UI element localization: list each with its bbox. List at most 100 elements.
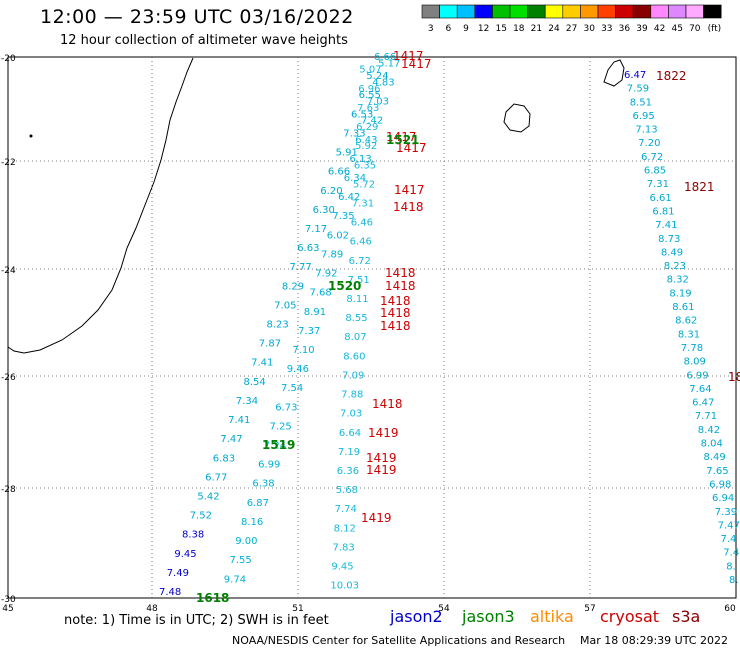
swh-value: 8.49 — [704, 452, 726, 463]
s3a-time-label: 1821 — [684, 180, 715, 194]
swh-value: 6.85 — [644, 166, 666, 177]
swh-value: 7.89 — [321, 249, 343, 260]
jason3-time-label: 1521 — [386, 133, 419, 147]
swh-value: 9.45 — [174, 549, 196, 560]
swh-value: 9.45 — [331, 562, 353, 573]
track-right-swh-values: 6.47 7.59 8.51 6.95 7.13 7.20 6.72 6.85 7.31 6.61… — [624, 70, 740, 586]
swh-value: 7.63 — [357, 103, 379, 114]
swh-value: 6.96 — [358, 84, 380, 95]
swh-value: 8.42 — [698, 425, 720, 436]
swh-value: 6.34 — [344, 173, 366, 184]
swh-value: 5.72 — [353, 179, 375, 190]
swh-value: 5.68 — [336, 485, 358, 496]
swh-value: 6.46 — [351, 218, 373, 229]
swh-value: 7.83 — [333, 542, 355, 553]
swh-value: 7.47 — [718, 520, 740, 531]
swh-value: 6.42 — [338, 192, 360, 203]
satellite-jason3: jason3 — [462, 607, 515, 626]
satellite-cryosat: cryosat — [600, 607, 660, 626]
cryosat-time-label: 1418 — [380, 319, 411, 333]
swh-value: 6.63 — [297, 243, 319, 254]
s3a-time-label: 1822 — [656, 69, 687, 83]
swh-value: 7.49 — [167, 568, 189, 579]
cryosat-time-label: 1419 — [366, 451, 397, 465]
legend-label: 27 — [566, 24, 577, 34]
swh-value: 7.33 — [343, 128, 365, 139]
swh-value: 7.4 — [721, 534, 737, 545]
swh-value: 8.49 — [661, 247, 683, 258]
cryosat-time-label: 1417 — [394, 183, 425, 197]
swh-value: 6.99 — [258, 460, 280, 471]
swh-value: 7.24 — [264, 441, 286, 452]
credit-line: NOAA/NESDIS Center for Satellite Applica… — [232, 634, 566, 647]
swh-value: 6.72 — [641, 152, 663, 163]
swh-value: 8.29 — [282, 281, 304, 292]
jason3-time-label: 1520 — [328, 279, 361, 293]
y-tick-label: -22 — [1, 158, 16, 168]
cryosat-time-label: 1419 — [361, 511, 392, 525]
swh-value: 7.88 — [341, 390, 363, 401]
swh-value: 8.73 — [658, 234, 680, 245]
swh-value: 7.10 — [292, 345, 314, 356]
swh-value: 7.92 — [315, 269, 337, 280]
legend-label: (ft) — [708, 24, 722, 34]
legend-label: 15 — [495, 24, 506, 34]
cryosat-time-label: 1418 — [393, 200, 424, 214]
madagascar-coast — [7, 57, 194, 354]
x-tick-label: 54 — [438, 604, 450, 614]
swh-value: 7.31 — [647, 179, 669, 190]
swh-value: 6.47 — [692, 398, 714, 409]
swh-value: 7.19 — [338, 447, 360, 458]
legend-label: 70 — [689, 24, 701, 34]
swh-value: 7.41 — [228, 415, 250, 426]
map-subtitle: 12 hour collection of altimeter wave hei… — [60, 33, 348, 48]
y-tick-label: -20 — [1, 54, 16, 64]
swh-value: 6.43 — [355, 135, 377, 146]
legend-label: 36 — [619, 24, 631, 34]
legend-label: 18 — [513, 24, 525, 34]
footer-note: note: 1) Time is in UTC; 2) SWH is in fe… — [64, 613, 329, 628]
cryosat-time-label: 1419 — [366, 463, 397, 477]
swh-value: 7.37 — [298, 326, 320, 337]
swh-value: 4.83 — [372, 78, 394, 89]
legend-label: 30 — [583, 24, 595, 34]
x-tick-label: 57 — [584, 604, 595, 614]
satellite-jason2: jason2 — [390, 607, 443, 626]
swh-value: 6.35 — [354, 160, 376, 171]
swh-value: 7.77 — [290, 262, 312, 273]
legend-swatch — [703, 4, 722, 19]
swh-value: 6.29 — [356, 122, 378, 133]
cryosat-time-label: 1419 — [368, 426, 399, 440]
swh-value: 8.62 — [675, 316, 697, 327]
swh-value: 6.66 — [374, 52, 396, 63]
swh-value: 8.23 — [664, 261, 686, 272]
map-title: 12:00 — 23:59 UTC 03/16/2022 — [40, 6, 354, 28]
swh-value: 6.30 — [313, 205, 335, 216]
x-tick-label: 45 — [2, 604, 13, 614]
legend-label: 3 — [428, 24, 434, 34]
x-tick-label: 60 — [724, 604, 736, 614]
y-tick-label: -28 — [1, 485, 16, 495]
swh-value: 7.39 — [715, 507, 737, 518]
swh-value: 6.73 — [275, 402, 297, 413]
swh-value: 8. — [726, 561, 736, 572]
legend-label: 24 — [548, 24, 560, 34]
swh-value: 7.68 — [310, 288, 332, 299]
cryosat-time-label: 1418 — [380, 306, 411, 320]
cryosat-time-label: 1417 — [401, 57, 432, 71]
swh-value: 7.42 — [361, 116, 383, 127]
swh-value: 7.17 — [305, 224, 327, 235]
swh-value: 6.98 — [709, 480, 731, 491]
map-grid — [7, 56, 737, 599]
swh-value: 5.24 — [366, 71, 388, 82]
x-tick-label: 51 — [292, 604, 303, 614]
swh-value: 7.78 — [681, 343, 703, 354]
swh-value: 6.36 — [337, 466, 359, 477]
swh-value: 6.46 — [350, 237, 372, 248]
legend-label: 39 — [636, 24, 648, 34]
color-scale-legend: 3 6 9 12 15 18 21 24 27 30 33 36 39 42 45 70 (ft) — [421, 4, 722, 34]
swh-value: 7.34 — [236, 396, 258, 407]
swh-value: 6.13 — [350, 154, 372, 165]
swh-value: 7.64 — [689, 384, 711, 395]
swh-value: 7.35 — [332, 211, 354, 222]
